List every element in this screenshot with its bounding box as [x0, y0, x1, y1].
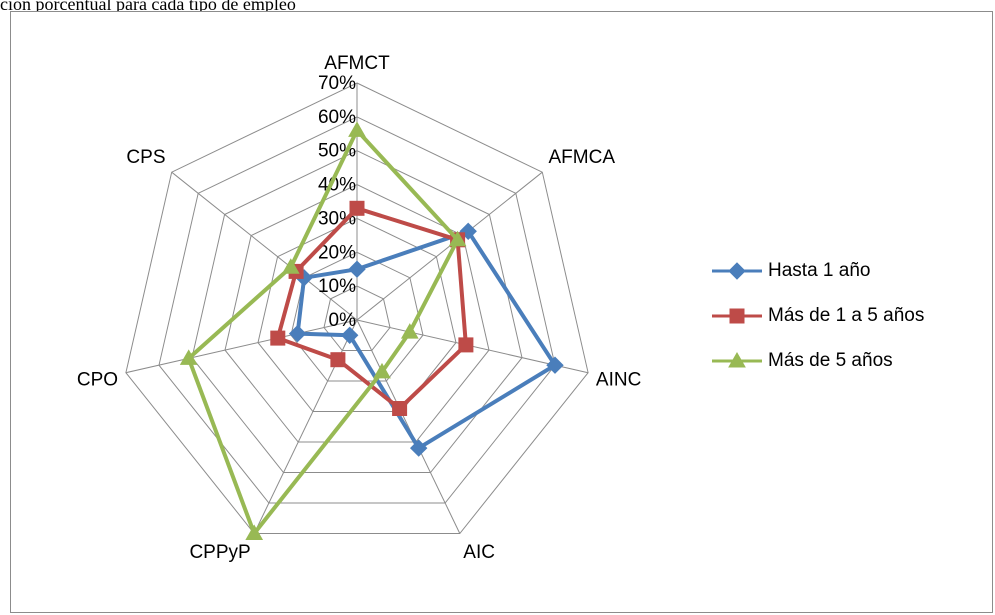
category-label: CPPyP: [189, 542, 250, 563]
legend-marker: [728, 351, 746, 367]
legend-item-series-2: Más de 1 a 5 años: [712, 293, 924, 338]
data-point: [448, 230, 467, 247]
data-point: [400, 323, 419, 339]
category-label: AFMCA: [549, 147, 616, 168]
series-line: [275, 206, 468, 411]
grid-spoke: [171, 171, 358, 321]
category-label: AIC: [463, 542, 495, 563]
data-point: [373, 362, 391, 379]
grid-ring: [158, 116, 556, 504]
data-point: [270, 330, 286, 346]
radial-tick-label: 20%: [318, 242, 356, 263]
category-label: CPO: [77, 370, 118, 391]
data-point: [409, 439, 428, 457]
category-labels: AFMCT AFMCA AINC AIC CPPyP CPO CPS: [77, 53, 641, 563]
category-label: AFMCT: [324, 53, 390, 74]
radial-tick-label: 30%: [318, 208, 356, 229]
legend-label-series-1: Hasta 1 año: [768, 259, 871, 281]
series-1: [288, 222, 564, 457]
data-point: [281, 258, 300, 274]
radial-tick-label: 0%: [329, 310, 357, 331]
data-point: [546, 356, 564, 374]
legend-label-series-3: Más de 5 años: [768, 349, 893, 371]
series-line: [186, 128, 460, 536]
legend-item-series-3: Más de 5 años: [712, 338, 924, 383]
grid-ring: [125, 82, 589, 534]
legend-marker-series-1: [712, 261, 762, 280]
data-point: [179, 349, 198, 365]
data-point: [349, 200, 365, 216]
data-point: [330, 352, 346, 368]
chart-frame: [10, 11, 993, 613]
radial-tick-label: 40%: [318, 175, 356, 196]
category-label: CPS: [126, 147, 165, 168]
radial-tick-labels: 0%10%20%30%40%50%60%70%: [318, 73, 356, 331]
legend-marker-series-2: [712, 308, 762, 323]
series-3: [179, 121, 467, 540]
legend-label-series-2: Más de 1 a 5 años: [768, 304, 925, 326]
legend: Hasta 1 año Más de 1 a 5 años Más de 5 a…: [712, 248, 924, 383]
data-point: [458, 337, 474, 353]
radial-tick-label: 10%: [318, 276, 356, 297]
data-point: [340, 326, 359, 345]
data-point: [392, 401, 408, 416]
series-line: [295, 229, 557, 451]
grid-ring: [191, 150, 523, 473]
data-point: [288, 324, 307, 343]
legend-marker: [729, 308, 745, 323]
grid-spoke: [356, 319, 461, 534]
legend-item-series-1: Hasta 1 año: [712, 248, 924, 293]
radial-tick-label: 60%: [318, 107, 356, 128]
grid-spoke: [125, 319, 358, 374]
figure-caption: ción porcentual para cada tipo de empleo: [0, 0, 296, 14]
grid-ring: [224, 184, 490, 443]
data-series: [179, 121, 564, 540]
category-label: AINC: [596, 370, 641, 391]
radial-tick-label: 70%: [318, 73, 356, 94]
grid-spoke: [253, 319, 358, 534]
legend-marker-series-3: [712, 351, 762, 367]
data-point: [348, 260, 366, 278]
legend-marker: [728, 261, 746, 280]
data-point: [348, 121, 366, 137]
data-point: [245, 524, 264, 540]
